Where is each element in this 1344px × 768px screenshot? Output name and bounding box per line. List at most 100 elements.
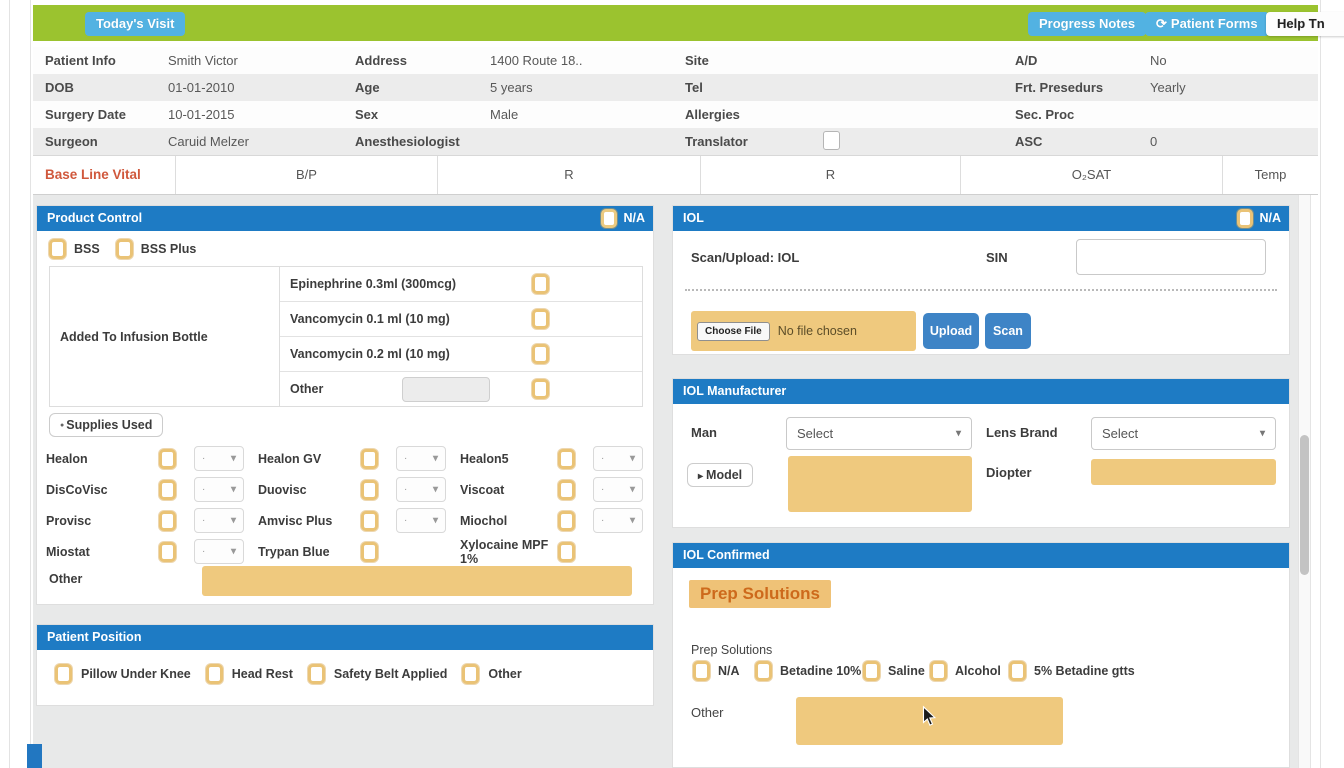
no-file-chosen-label: No file chosen [777, 324, 857, 338]
infusion-other-checkbox[interactable] [532, 379, 549, 399]
supply-healon-qty-dropdown[interactable]: · ▾ [194, 446, 244, 471]
iol-title: IOL [683, 211, 704, 225]
infusion-other-input[interactable] [402, 376, 490, 402]
vancomycin-02-label: Vancomycin 0.2 ml (10 mg) [290, 347, 450, 361]
translator-checkbox[interactable] [823, 130, 840, 150]
lens-brand-select[interactable]: Select ▾ [1091, 417, 1276, 450]
supply-miochol-checkbox[interactable] [558, 510, 575, 531]
supply-healon-gv-checkbox[interactable] [361, 448, 378, 469]
manufacturer-select-value: Select [797, 426, 834, 441]
patient-demographics: Patient Info Smith Victor Address 1400 R… [33, 47, 1318, 155]
prep-na-option: N/A [693, 661, 740, 681]
iol-confirmed-title: IOL Confirmed [683, 548, 770, 562]
tel-label: Tel [685, 80, 703, 95]
prep-solutions-label: Prep Solutions [691, 643, 773, 657]
iol-na-checkbox[interactable] [1237, 209, 1254, 228]
supplies-grid: Healon · ▾ Healon GV · ▾ Healon5 · ▾ DisCoV… [46, 443, 643, 567]
content-edge-line [30, 0, 31, 768]
address-value: 1400 Route 18.. [490, 53, 583, 68]
surgery-date-label: Surgery Date [45, 107, 126, 122]
ad-value: No [1150, 53, 1167, 68]
vancomycin-02-checkbox[interactable] [532, 344, 549, 364]
supply-provisc-checkbox[interactable] [159, 510, 176, 531]
supply-provisc-qty-dropdown[interactable]: · ▾ [194, 508, 244, 533]
vitals-r1-header: R [437, 156, 700, 194]
manufacturer-select[interactable]: Select ▾ [786, 417, 972, 450]
sin-input[interactable] [1076, 239, 1266, 275]
sin-label: SIN [986, 250, 1008, 265]
vancomycin-01-checkbox[interactable] [532, 309, 549, 329]
todays-visit-button[interactable]: Today's Visit [85, 12, 186, 36]
supply-healon5-checkbox[interactable] [558, 448, 575, 469]
supplies-other-input[interactable] [202, 566, 632, 596]
bss-checkbox[interactable] [49, 239, 66, 259]
supply-discovisc-label: DisCoVisc [46, 482, 108, 497]
prep-saline-checkbox[interactable] [863, 661, 880, 681]
iol-manufacturer-header: IOL Manufacturer [673, 379, 1289, 404]
supply-healon-checkbox[interactable] [159, 448, 176, 469]
prep-betadine-checkbox[interactable] [755, 661, 772, 681]
supply-healon5-qty-dropdown[interactable]: · ▾ [593, 446, 643, 471]
iol-header: IOL N/A [673, 206, 1289, 231]
chevron-right-icon: ▸ [698, 471, 704, 482]
safety-belt-checkbox[interactable] [307, 664, 325, 684]
position-other-checkbox[interactable] [462, 664, 480, 684]
supply-duovisc-checkbox[interactable] [361, 479, 378, 500]
supply-xylocaine-checkbox[interactable] [558, 541, 575, 562]
prep-betadine-gtts-checkbox[interactable] [1009, 661, 1026, 681]
diopter-input[interactable] [1091, 459, 1276, 485]
supply-amvisc-plus-qty-dropdown[interactable]: · ▾ [396, 508, 446, 533]
man-label: Man [691, 425, 717, 440]
upload-button[interactable]: Upload [923, 313, 979, 349]
vitals-r2-header: R [700, 156, 960, 194]
product-control-na-checkbox[interactable] [601, 209, 618, 228]
scrollbar-thumb[interactable] [1300, 435, 1309, 575]
patient-forms-label: Patient Forms [1170, 16, 1258, 31]
supply-miochol-qty-dropdown[interactable]: · ▾ [593, 508, 643, 533]
supply-discovisc-checkbox[interactable] [159, 479, 176, 500]
model-label: Model [706, 468, 743, 482]
head-rest-label: Head Rest [231, 667, 293, 681]
help-button[interactable]: Help Tn [1266, 12, 1344, 36]
prep-na-label: N/A [718, 664, 740, 678]
choose-file-button[interactable]: Choose File [697, 321, 770, 341]
lens-brand-select-value: Select [1102, 426, 1139, 441]
supply-healon-gv-qty-dropdown[interactable]: · ▾ [396, 446, 446, 471]
supply-viscoat-checkbox[interactable] [558, 479, 575, 500]
patient-forms-button[interactable]: ⟳ Patient Forms [1145, 12, 1269, 36]
progress-notes-button[interactable]: Progress Notes [1028, 12, 1147, 36]
window-edge-line [9, 0, 10, 768]
baseline-vitals-bar: Base Line Vital Signs B/P R R O₂SAT Temp [33, 155, 1318, 220]
pillow-under-knee-checkbox[interactable] [55, 664, 72, 684]
patient-info-label: Patient Info [45, 53, 116, 68]
frt-presedurs-value: Yearly [1150, 80, 1186, 95]
epinephrine-checkbox[interactable] [532, 274, 549, 294]
supply-duovisc-label: Duovisc [258, 482, 307, 497]
model-input[interactable] [788, 456, 972, 512]
prep-alcohol-checkbox[interactable] [930, 661, 947, 681]
supply-trypan-blue-checkbox[interactable] [361, 541, 378, 562]
partial-section-header [27, 744, 42, 768]
supply-miostat-qty-dropdown[interactable]: · ▾ [194, 539, 244, 564]
infusion-row-vancomycin-01: Vancomycin 0.1 ml (10 mg) [280, 302, 642, 337]
scan-button[interactable]: Scan [985, 313, 1031, 349]
supply-duovisc-qty-dropdown[interactable]: · ▾ [396, 477, 446, 502]
supply-discovisc-qty-dropdown[interactable]: · ▾ [194, 477, 244, 502]
supply-amvisc-plus-checkbox[interactable] [361, 510, 378, 531]
supply-viscoat-qty-dropdown[interactable]: · ▾ [593, 477, 643, 502]
product-control-card: Product Control N/A BSS BSS Plus Added T… [36, 205, 654, 605]
prep-betadine-gtts-label: 5% Betadine gtts [1034, 664, 1135, 678]
bss-row: BSS BSS Plus [37, 231, 653, 259]
bullet-icon: ● [60, 422, 65, 429]
bss-plus-checkbox[interactable] [115, 239, 133, 259]
supplies-used-button[interactable]: ● Supplies Used [49, 413, 164, 437]
prep-na-checkbox[interactable] [693, 661, 710, 681]
supply-miostat-checkbox[interactable] [159, 541, 176, 562]
vitals-o2sat-header: O₂SAT [960, 156, 1222, 194]
infusion-table: Added To Infusion Bottle Epinephrine 0.3… [49, 266, 643, 407]
model-button[interactable]: ▸ Model [687, 463, 754, 487]
head-rest-checkbox[interactable] [205, 664, 223, 684]
file-upload-area: Choose File No file chosen [691, 311, 916, 351]
patient-row-1: Patient Info Smith Victor Address 1400 R… [33, 47, 1318, 74]
diopter-label: Diopter [986, 465, 1032, 480]
